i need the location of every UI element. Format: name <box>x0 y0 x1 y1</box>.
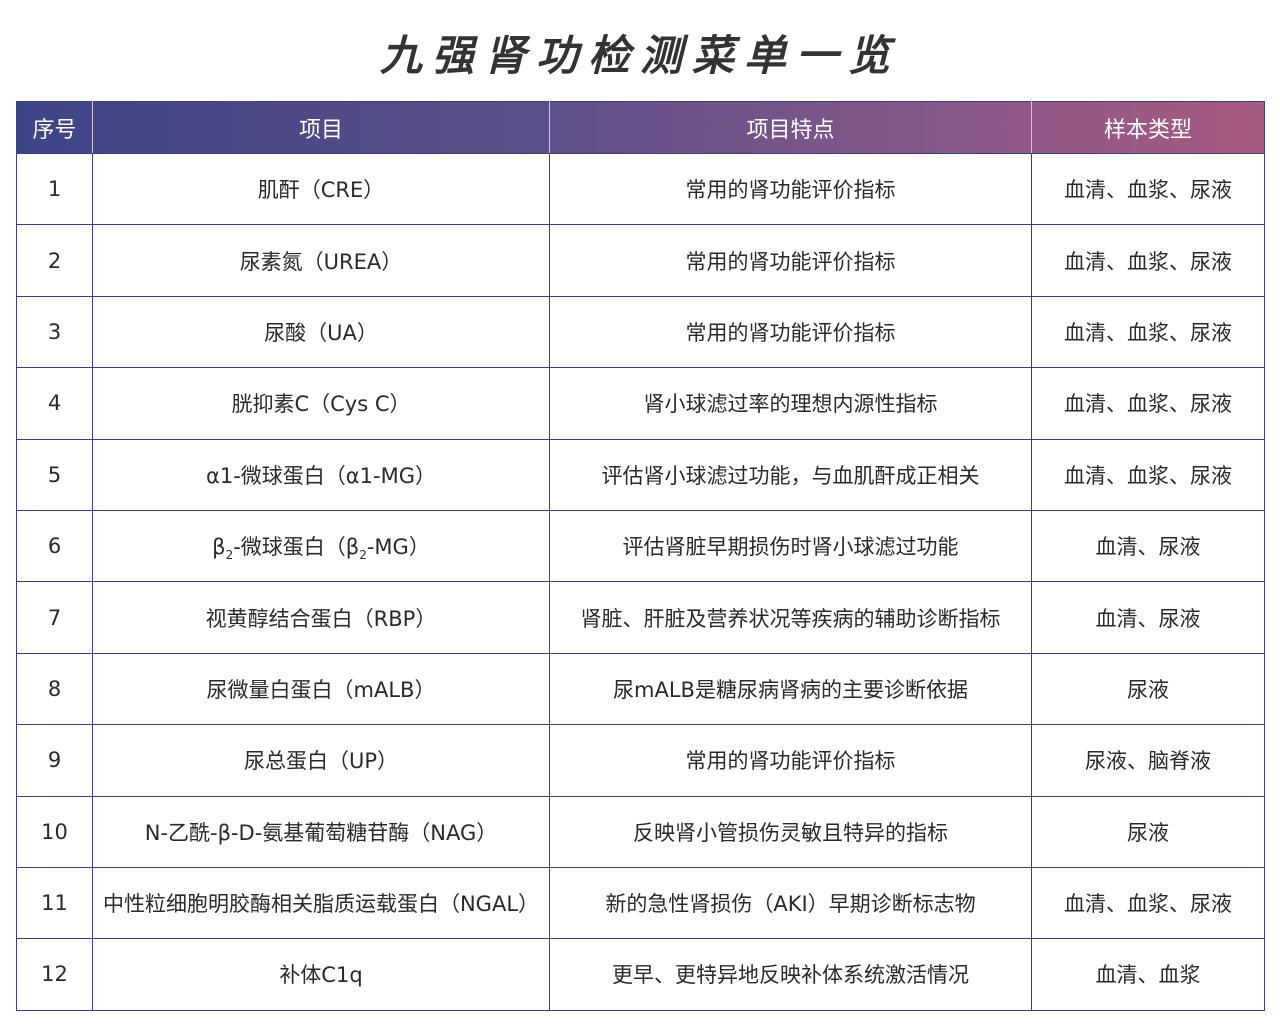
item-name-text: 尿酸（UA） <box>264 320 378 345</box>
item-name: 尿总蛋白（UP） <box>92 724 550 797</box>
item-name: α1-微球蛋白（α1-MG） <box>92 438 550 511</box>
item-name: 胱抑素C（Cys C） <box>92 367 550 440</box>
row-number: 8 <box>16 652 93 726</box>
item-name-text: -MG） <box>366 534 430 559</box>
table-header-row: 序号 项目 项目特点 样本类型 <box>16 101 1265 154</box>
item-feature: 尿mALB是糖尿病肾病的主要诊断依据 <box>549 652 1032 726</box>
row-number: 7 <box>16 581 93 654</box>
sample-type: 尿液 <box>1031 795 1265 868</box>
header-sample: 样本类型 <box>1031 101 1265 154</box>
item-name: 尿素氮（UREA） <box>92 224 550 297</box>
sample-type: 血清、血浆 <box>1031 938 1265 1011</box>
table-row: 1 肌酐（CRE） 常用的肾功能评价指标 血清、血浆、尿液 <box>16 152 1265 226</box>
table-row: 11 中性粒细胞明胶酶相关脂质运载蛋白（NGAL） 新的急性肾损伤（AKI）早期诊断… <box>16 866 1265 940</box>
sample-type: 尿液、脑脊液 <box>1031 724 1265 797</box>
header-item: 项目 <box>92 101 550 154</box>
item-name-text: 肌酐（CRE） <box>257 178 385 203</box>
table-row: 2 尿素氮（UREA） 常用的肾功能评价指标 血清、血浆、尿液 <box>16 224 1265 297</box>
table-row: 3 尿酸（UA） 常用的肾功能评价指标 血清、血浆、尿液 <box>16 295 1265 369</box>
item-name-text: 尿素氮（UREA） <box>239 249 403 274</box>
item-feature: 肾小球滤过率的理想内源性指标 <box>549 367 1032 440</box>
item-name-text: 尿总蛋白（UP） <box>243 749 399 774</box>
page-title: 九强肾功检测菜单一览 <box>379 31 900 80</box>
sample-type: 血清、血浆、尿液 <box>1031 295 1265 369</box>
item-feature: 新的急性肾损伤（AKI）早期诊断标志物 <box>549 866 1032 940</box>
item-name: β2-微球蛋白（β2-MG） <box>92 509 550 583</box>
item-name-text: 视黄醇结合蛋白（RBP） <box>205 606 437 631</box>
row-number: 2 <box>16 224 93 297</box>
item-feature: 评估肾脏早期损伤时肾小球滤过功能 <box>549 509 1032 583</box>
table-row: 7 视黄醇结合蛋白（RBP） 肾脏、肝脏及营养状况等疾病的辅助诊断指标 血清、尿液 <box>16 581 1265 654</box>
item-name-text: -微球蛋白（β <box>233 534 360 559</box>
row-number: 10 <box>16 795 93 868</box>
table-row: 9 尿总蛋白（UP） 常用的肾功能评价指标 尿液、脑脊液 <box>16 724 1265 797</box>
sample-type: 尿液 <box>1031 652 1265 726</box>
table-row: 10 N-乙酰-β-D-氨基葡萄糖苷酶（NAG） 反映肾小管损伤灵敏且特异的指标 尿液 <box>16 795 1265 868</box>
table-row: 4 胱抑素C（Cys C） 肾小球滤过率的理想内源性指标 血清、血浆、尿液 <box>16 367 1265 440</box>
item-name: 肌酐（CRE） <box>92 152 550 226</box>
item-name-text: 胱抑素C（Cys C） <box>231 392 411 417</box>
sample-type: 血清、血浆、尿液 <box>1031 152 1265 226</box>
item-feature: 肾脏、肝脏及营养状况等疾病的辅助诊断指标 <box>549 581 1032 654</box>
item-name: N-乙酰-β-D-氨基葡萄糖苷酶（NAG） <box>92 795 550 868</box>
item-name: 尿微量白蛋白（mALB） <box>92 652 550 726</box>
header-feature: 项目特点 <box>549 101 1032 154</box>
sample-type: 血清、血浆、尿液 <box>1031 438 1265 511</box>
table-row: 12 补体C1q 更早、更特异地反映补体系统激活情况 血清、血浆 <box>16 938 1265 1011</box>
item-feature: 评估肾小球滤过功能，与血肌酐成正相关 <box>549 438 1032 511</box>
sample-type: 血清、尿液 <box>1031 581 1265 654</box>
sample-type: 血清、血浆、尿液 <box>1031 367 1265 440</box>
item-name-subscript: 2 <box>359 547 367 562</box>
row-number: 12 <box>16 938 93 1011</box>
table-row: 6 β2-微球蛋白（β2-MG） 评估肾脏早期损伤时肾小球滤过功能 血清、尿液 <box>16 509 1265 583</box>
item-name-text: β <box>212 534 226 559</box>
row-number: 1 <box>16 152 93 226</box>
sample-type: 血清、血浆、尿液 <box>1031 224 1265 297</box>
row-number: 4 <box>16 367 93 440</box>
item-name-subscript: 2 <box>225 547 234 562</box>
item-feature: 反映肾小管损伤灵敏且特异的指标 <box>549 795 1032 868</box>
item-feature: 常用的肾功能评价指标 <box>549 724 1032 797</box>
row-number: 5 <box>16 438 93 511</box>
header-no: 序号 <box>16 101 93 154</box>
row-number: 9 <box>16 724 93 797</box>
item-feature: 常用的肾功能评价指标 <box>549 152 1032 226</box>
item-name: 视黄醇结合蛋白（RBP） <box>92 581 550 654</box>
sample-type: 血清、血浆、尿液 <box>1031 866 1265 940</box>
item-name: 中性粒细胞明胶酶相关脂质运载蛋白（NGAL） <box>92 866 550 940</box>
item-name: 补体C1q <box>92 938 550 1011</box>
table-row: 5 α1-微球蛋白（α1-MG） 评估肾小球滤过功能，与血肌酐成正相关 血清、血浆、尿… <box>16 438 1265 511</box>
item-name-text: N-乙酰-β-D-氨基葡萄糖苷酶（NAG） <box>144 820 498 845</box>
item-name-text: 补体C1q <box>279 963 363 988</box>
kidney-test-menu-table: 序号 项目 项目特点 样本类型 1 肌酐（CRE） 常用的肾功能评价指标 血清、血浆、… <box>16 101 1265 1011</box>
row-number: 6 <box>16 509 93 583</box>
item-name-text: α1-微球蛋白（α1-MG） <box>206 463 436 488</box>
item-name-text: 尿微量白蛋白（mALB） <box>206 677 436 702</box>
row-number: 11 <box>16 866 93 940</box>
table-row: 8 尿微量白蛋白（mALB） 尿mALB是糖尿病肾病的主要诊断依据 尿液 <box>16 652 1265 726</box>
item-name: 尿酸（UA） <box>92 295 550 369</box>
sample-type: 血清、尿液 <box>1031 509 1265 583</box>
row-number: 3 <box>16 295 93 369</box>
item-feature: 常用的肾功能评价指标 <box>549 295 1032 369</box>
item-feature: 常用的肾功能评价指标 <box>549 224 1032 297</box>
item-feature: 更早、更特异地反映补体系统激活情况 <box>549 938 1032 1011</box>
item-name-text: 中性粒细胞明胶酶相关脂质运载蛋白（NGAL） <box>102 892 540 917</box>
